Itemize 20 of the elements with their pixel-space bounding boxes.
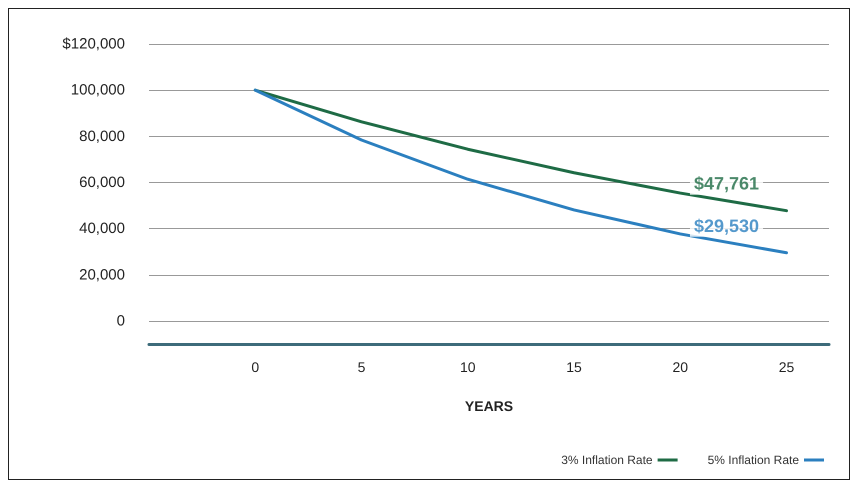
x-tick-label: 5 <box>358 359 366 375</box>
x-axis-title: YEARS <box>464 398 514 414</box>
y-tick-label: 0 <box>116 312 125 330</box>
line-series <box>254 88 788 254</box>
x-tick-label: 15 <box>566 359 582 375</box>
legend-label: 5% Inflation Rate <box>708 453 800 467</box>
line-series <box>254 88 788 212</box>
y-tick-label: $120,000 <box>62 36 125 52</box>
annotation: $47,761 <box>694 174 760 194</box>
x-tick-label: 10 <box>460 359 476 375</box>
y-tick-label: 20,000 <box>79 266 125 284</box>
x-tick-label: 0 <box>251 359 260 375</box>
x-tick-label: 25 <box>778 359 794 375</box>
x-tick-label: 20 <box>672 359 688 375</box>
y-tick-label: 40,000 <box>79 220 125 238</box>
legend-label: 3% Inflation Rate <box>561 453 653 467</box>
y-tick-label: 80,000 <box>79 128 125 145</box>
y-tick-label: 60,000 <box>79 174 125 191</box>
annotation: $29,530 <box>694 216 760 236</box>
y-tick-label: 100,000 <box>70 82 125 99</box>
